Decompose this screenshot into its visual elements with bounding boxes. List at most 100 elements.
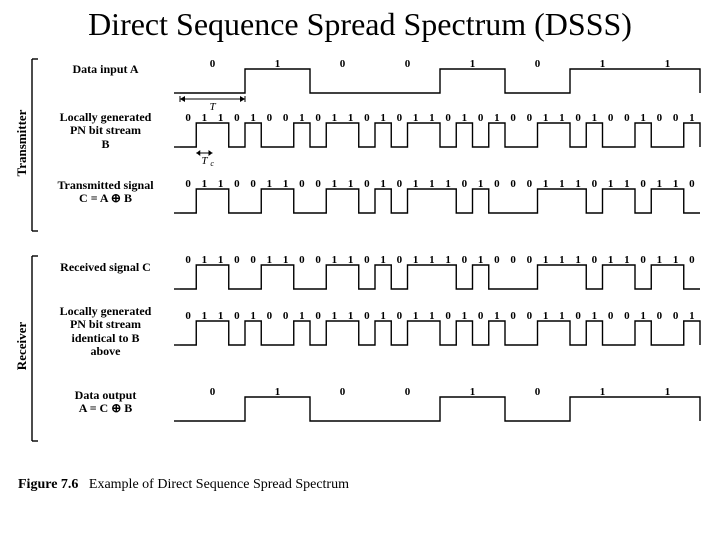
svg-text:1: 1 — [429, 310, 435, 322]
svg-text:1: 1 — [543, 310, 549, 322]
svg-text:0: 0 — [364, 178, 370, 190]
svg-text:1: 1 — [470, 58, 476, 70]
caption-body: Example of Direct Sequence Spread Spectr… — [89, 477, 349, 492]
svg-text:0: 0 — [608, 310, 614, 322]
svg-text:0: 0 — [397, 310, 403, 322]
svg-text:1: 1 — [543, 254, 549, 266]
svg-text:1: 1 — [348, 310, 354, 322]
svg-text:1: 1 — [600, 386, 606, 398]
svg-text:0: 0 — [234, 254, 240, 266]
figure-caption: Figure 7.6 Example of Direct Sequence Sp… — [18, 477, 720, 493]
svg-text:1: 1 — [608, 254, 614, 266]
svg-text:1: 1 — [332, 310, 338, 322]
svg-text:0: 0 — [397, 178, 403, 190]
svg-text:1: 1 — [218, 178, 224, 190]
svg-text:1: 1 — [689, 310, 695, 322]
svg-text:0: 0 — [267, 310, 273, 322]
svg-text:0: 0 — [527, 310, 533, 322]
svg-text:1: 1 — [283, 254, 289, 266]
svg-text:0: 0 — [364, 112, 370, 124]
svg-text:1: 1 — [332, 178, 338, 190]
svg-text:0: 0 — [494, 254, 500, 266]
svg-text:0: 0 — [510, 254, 516, 266]
svg-text:0: 0 — [462, 178, 468, 190]
svg-text:1: 1 — [470, 386, 476, 398]
svg-text:1: 1 — [543, 112, 549, 124]
svg-text:0: 0 — [185, 112, 191, 124]
svg-text:0: 0 — [657, 310, 663, 322]
svg-text:0: 0 — [575, 112, 581, 124]
svg-text:0: 0 — [510, 310, 516, 322]
row-label: Data outputA = C ⊕ B — [48, 389, 163, 416]
svg-text:0: 0 — [250, 178, 256, 190]
svg-text:0: 0 — [527, 254, 533, 266]
svg-text:0: 0 — [445, 112, 451, 124]
svg-text:1: 1 — [218, 254, 224, 266]
caption-prefix: Figure 7.6 — [18, 477, 78, 492]
svg-text:0: 0 — [315, 310, 321, 322]
row-label: Received signal C — [48, 261, 163, 274]
svg-text:1: 1 — [413, 178, 419, 190]
svg-text:1: 1 — [283, 178, 289, 190]
svg-text:1: 1 — [413, 310, 419, 322]
svg-text:1: 1 — [543, 178, 549, 190]
svg-text:0: 0 — [478, 112, 484, 124]
svg-text:1: 1 — [559, 310, 565, 322]
svg-text:1: 1 — [665, 386, 671, 398]
svg-text:1: 1 — [494, 112, 500, 124]
svg-text:1: 1 — [640, 112, 646, 124]
svg-text:0: 0 — [364, 254, 370, 266]
svg-text:1: 1 — [478, 254, 484, 266]
svg-text:0: 0 — [315, 178, 321, 190]
svg-text:1: 1 — [657, 178, 663, 190]
svg-text:1: 1 — [657, 254, 663, 266]
svg-text:1: 1 — [218, 310, 224, 322]
svg-text:1: 1 — [299, 310, 305, 322]
svg-text:0: 0 — [397, 112, 403, 124]
svg-text:0: 0 — [689, 254, 695, 266]
svg-text:1: 1 — [250, 310, 256, 322]
svg-text:1: 1 — [348, 178, 354, 190]
svg-text:0: 0 — [250, 254, 256, 266]
svg-text:1: 1 — [592, 310, 598, 322]
svg-text:1: 1 — [275, 386, 281, 398]
svg-text:0: 0 — [657, 112, 663, 124]
svg-text:0: 0 — [592, 178, 598, 190]
svg-text:1: 1 — [600, 58, 606, 70]
row-label: Transmitted signalC = A ⊕ B — [48, 179, 163, 206]
svg-text:0: 0 — [405, 386, 411, 398]
svg-text:0: 0 — [527, 178, 533, 190]
svg-text:0: 0 — [283, 310, 289, 322]
svg-text:0: 0 — [185, 310, 191, 322]
svg-text:0: 0 — [478, 310, 484, 322]
svg-text:1: 1 — [559, 178, 565, 190]
svg-text:0: 0 — [185, 178, 191, 190]
svg-text:1: 1 — [413, 112, 419, 124]
svg-text:1: 1 — [575, 254, 581, 266]
svg-text:1: 1 — [299, 112, 305, 124]
svg-text:0: 0 — [299, 254, 305, 266]
svg-text:0: 0 — [624, 310, 630, 322]
svg-text:1: 1 — [380, 178, 386, 190]
svg-text:0: 0 — [608, 112, 614, 124]
svg-text:0: 0 — [397, 254, 403, 266]
svg-text:1: 1 — [429, 112, 435, 124]
svg-text:1: 1 — [202, 178, 208, 190]
svg-text:0: 0 — [494, 178, 500, 190]
svg-text:1: 1 — [445, 254, 451, 266]
svg-text:1: 1 — [429, 254, 435, 266]
svg-text:0: 0 — [340, 58, 346, 70]
svg-text:1: 1 — [413, 254, 419, 266]
svg-text:1: 1 — [673, 254, 679, 266]
page-title: Direct Sequence Spread Spectrum (DSSS) — [0, 6, 720, 43]
svg-text:0: 0 — [527, 112, 533, 124]
svg-text:1: 1 — [429, 178, 435, 190]
svg-text:0: 0 — [673, 310, 679, 322]
svg-text:0: 0 — [299, 178, 305, 190]
svg-text:1: 1 — [575, 178, 581, 190]
row-label: Data input A — [48, 63, 163, 76]
svg-text:0: 0 — [510, 178, 516, 190]
svg-text:1: 1 — [267, 178, 273, 190]
svg-text:0: 0 — [283, 112, 289, 124]
svg-text:1: 1 — [275, 58, 281, 70]
